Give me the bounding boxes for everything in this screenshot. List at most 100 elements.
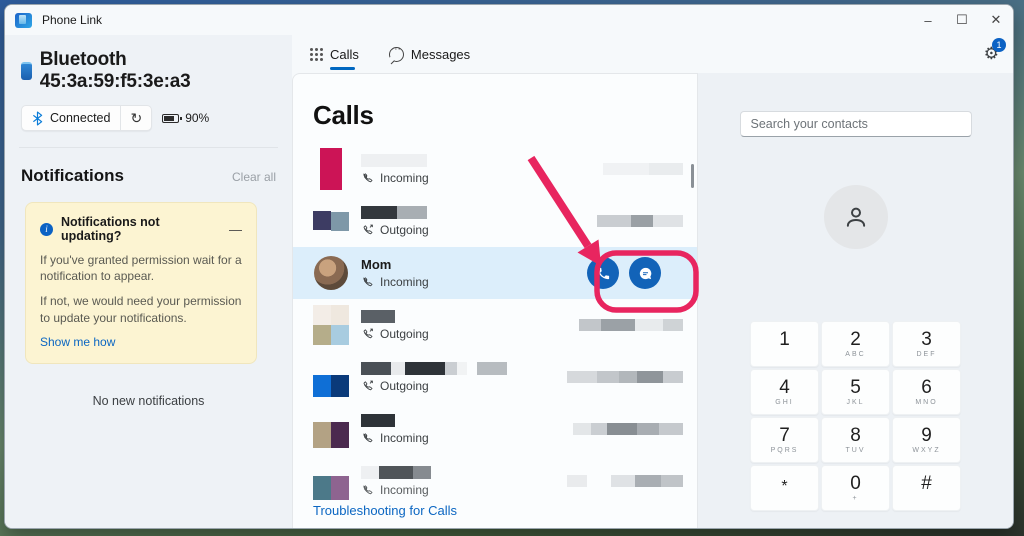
- phone-icon: [597, 267, 609, 279]
- call-row[interactable]: Outgoing: [293, 195, 697, 247]
- dial-key-star[interactable]: *: [750, 465, 819, 511]
- app-title: Phone Link: [42, 13, 103, 27]
- call-direction: Incoming: [380, 430, 429, 445]
- close-button[interactable]: ✕: [990, 12, 1002, 27]
- minimize-button[interactable]: –: [924, 12, 932, 28]
- phone-link-window: Phone Link – ☐ ✕ Bluetooth 45:3a:59:f5:3…: [4, 4, 1014, 529]
- redacted-timestamp: [603, 163, 683, 175]
- phone-device-icon: [21, 62, 32, 80]
- refresh-icon: ↻: [130, 109, 143, 126]
- contact-avatar: [313, 407, 349, 451]
- dial-key-4[interactable]: 4 GHI: [750, 369, 819, 415]
- call-row-mom[interactable]: Mom Incoming: [293, 247, 697, 299]
- call-row[interactable]: Outgoing: [293, 351, 697, 403]
- dial-key-8[interactable]: 8 TUV: [821, 417, 890, 463]
- message-button[interactable]: [629, 257, 661, 289]
- connection-pill: Connected ↻: [21, 105, 153, 131]
- notification-card: i Notifications not updating? — If you'v…: [25, 202, 257, 364]
- call-direction: Incoming: [380, 274, 429, 289]
- tab-calls[interactable]: Calls: [306, 35, 363, 73]
- calls-heading: Calls: [313, 100, 374, 130]
- call-direction: Incoming: [380, 170, 429, 185]
- contact-avatar: [313, 355, 349, 399]
- dial-key-1[interactable]: 1: [750, 321, 819, 367]
- active-tab-underline: [330, 67, 355, 70]
- titlebar: Phone Link – ☐ ✕: [5, 5, 1013, 35]
- settings-badge: 1: [992, 38, 1006, 52]
- outgoing-call-icon: [363, 224, 373, 235]
- notification-card-body-2: If not, we would need your permission to…: [40, 294, 242, 325]
- chat-icon: [639, 267, 651, 279]
- dial-key-2[interactable]: 2 ABC: [821, 321, 890, 367]
- incoming-call-icon: [363, 173, 373, 183]
- redacted-timestamp: [597, 215, 683, 227]
- maximize-button[interactable]: ☐: [956, 12, 968, 27]
- notification-card-body-1: If you've granted permission wait for a …: [40, 253, 242, 284]
- device-name: Bluetooth 45:3a:59:f5:3e:a3: [39, 49, 191, 92]
- main-area: Calls Messages ⚙ 1 Calls: [292, 35, 1013, 528]
- dialpad-tab-icon: [310, 47, 323, 61]
- settings-button[interactable]: ⚙ 1: [984, 38, 1006, 64]
- sidebar-divider: [19, 147, 278, 148]
- dial-key-hash[interactable]: #: [892, 465, 961, 511]
- redacted-timestamp: [573, 423, 683, 435]
- troubleshooting-link[interactable]: Troubleshooting for Calls: [313, 503, 458, 518]
- call-row[interactable]: Incoming: [293, 455, 697, 507]
- bluetooth-icon: [33, 110, 43, 126]
- show-me-how-link[interactable]: Show me how: [40, 334, 116, 349]
- call-button[interactable]: [587, 257, 619, 289]
- redacted-timestamp: [567, 371, 683, 383]
- dial-key-3[interactable]: 3 DEF: [892, 321, 961, 367]
- dial-key-9[interactable]: 9 WXYZ: [892, 417, 961, 463]
- notification-card-title: Notifications not updating?: [61, 215, 160, 243]
- call-direction: Incoming: [380, 482, 429, 497]
- battery-percent: 90%: [185, 111, 210, 125]
- call-direction: Outgoing: [380, 222, 429, 237]
- connection-status-button[interactable]: Connected: [22, 110, 120, 126]
- contact-avatar: [313, 199, 349, 243]
- search-contacts-input[interactable]: [739, 111, 972, 137]
- battery-icon: [162, 113, 183, 123]
- dial-key-6[interactable]: 6 MNO: [892, 369, 961, 415]
- no-notifications-text: No new notifications: [92, 393, 205, 408]
- contact-avatar: [313, 303, 349, 347]
- clear-all-button[interactable]: Clear all: [231, 170, 276, 184]
- dial-key-7[interactable]: 7 PQRS: [750, 417, 819, 463]
- info-icon: i: [40, 222, 53, 236]
- incoming-call-icon: [363, 277, 373, 287]
- refresh-button[interactable]: ↻: [121, 110, 151, 127]
- incoming-call-icon: [363, 485, 373, 495]
- call-row[interactable]: Incoming: [293, 143, 697, 195]
- tabs-row: Calls Messages ⚙ 1: [292, 35, 1013, 73]
- outgoing-call-icon: [363, 328, 373, 339]
- incoming-call-icon: [363, 433, 373, 443]
- calls-list: Incoming: [293, 143, 697, 528]
- tab-messages-label: Messages: [410, 46, 471, 62]
- dial-key-0[interactable]: 0 +: [821, 465, 890, 511]
- tab-calls-label: Calls: [330, 46, 359, 62]
- outgoing-call-icon: [363, 380, 373, 391]
- contact-name: Mom: [361, 256, 392, 272]
- window-controls: – ☐ ✕: [911, 5, 1013, 35]
- contact-placeholder-avatar: [823, 185, 888, 249]
- calls-panel: Calls Incoming: [292, 73, 698, 528]
- notifications-heading: Notifications: [21, 166, 124, 185]
- call-row[interactable]: Incoming: [293, 403, 697, 455]
- redacted-timestamp: [579, 319, 683, 331]
- connection-status-label: Connected: [50, 111, 111, 125]
- messages-tab-icon: [388, 44, 404, 62]
- call-direction: Outgoing: [380, 326, 429, 341]
- scrollbar-thumb[interactable]: [691, 164, 694, 188]
- contact-avatar: [313, 147, 349, 191]
- tab-messages[interactable]: Messages: [385, 35, 474, 73]
- collapse-card-button[interactable]: —: [229, 221, 242, 237]
- sidebar: Bluetooth 45:3a:59:f5:3e:a3 Connected ↻: [5, 35, 292, 528]
- contact-avatar-photo: [313, 251, 349, 295]
- call-direction: Outgoing: [380, 378, 429, 393]
- redacted-timestamp: [567, 475, 683, 487]
- person-icon: [846, 207, 865, 227]
- call-row[interactable]: Outgoing: [293, 299, 697, 351]
- dial-key-5[interactable]: 5 JKL: [821, 369, 890, 415]
